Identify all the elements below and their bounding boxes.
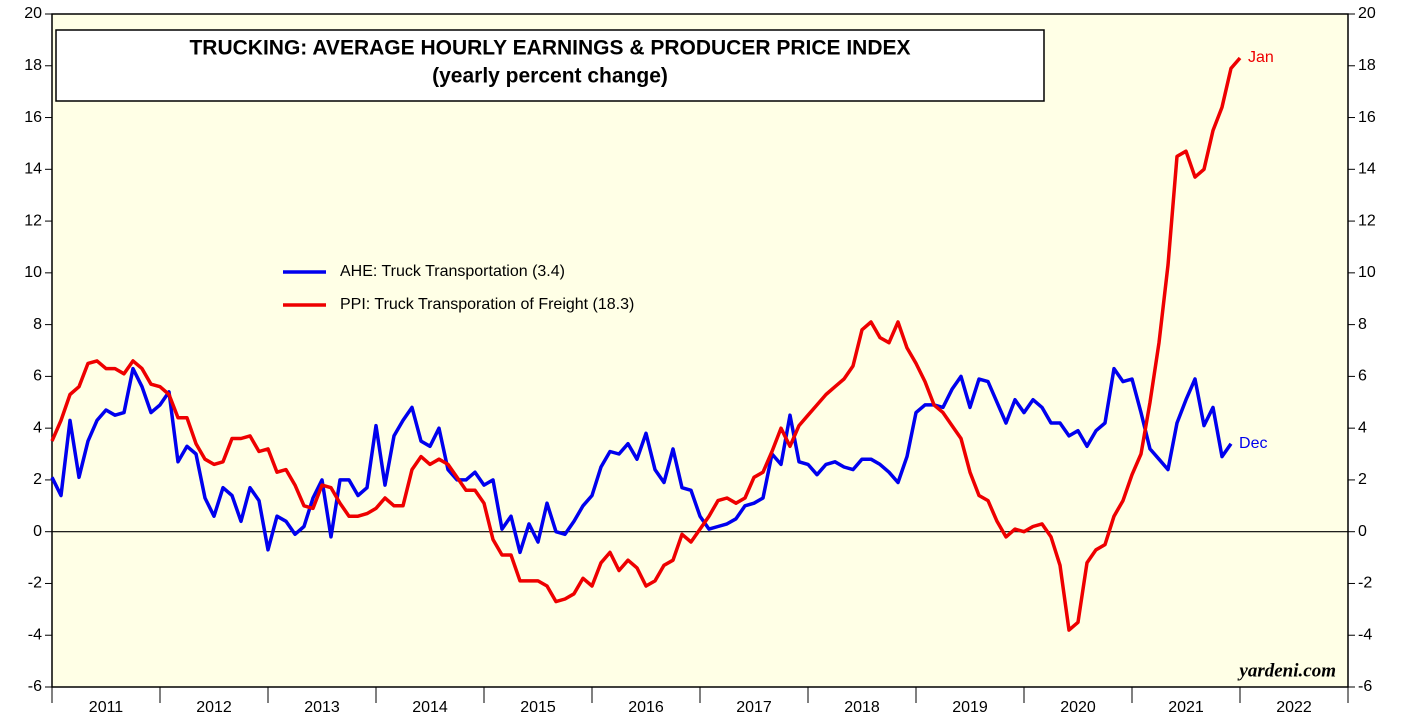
y2-tick-label: 2 xyxy=(1358,471,1367,488)
y2-tick-label: 6 xyxy=(1358,368,1367,385)
series-line xyxy=(50,56,1242,632)
y2-tick-label: -2 xyxy=(1358,575,1372,592)
y2-tick-label: 16 xyxy=(1358,109,1376,126)
x-tick-label: 2022 xyxy=(1276,699,1312,716)
x-tick-label: 2013 xyxy=(304,699,340,716)
y-tick-label: 14 xyxy=(24,161,42,178)
y-tick-label: 10 xyxy=(24,264,42,281)
x-tick-label: 2012 xyxy=(196,699,232,716)
x-tick-label: 2011 xyxy=(89,699,124,716)
chart-subtitle: (yearly percent change) xyxy=(432,65,668,88)
series-lines: Dec AHE: Truck Transportation (3.4) Jan PPI… xyxy=(50,49,1274,632)
y-tick-label: -2 xyxy=(28,575,42,592)
legend-label: PPI: Truck Transporation of Freight (18.… xyxy=(340,296,634,313)
title-box xyxy=(55,29,1045,102)
y2-tick-label: 8 xyxy=(1358,316,1367,333)
y-tick-label: 12 xyxy=(24,212,42,229)
y2-tick-label: 14 xyxy=(1358,161,1376,178)
y2-tick-label: 20 xyxy=(1358,5,1376,22)
y-tick-label: 18 xyxy=(24,57,42,74)
y2-tick-label: 10 xyxy=(1358,264,1376,281)
series-line xyxy=(50,366,1233,555)
chart-title: TRUCKING: AVERAGE HOURLY EARNINGS & PROD… xyxy=(189,37,910,60)
end-label: Jan xyxy=(1248,49,1274,66)
y-tick-label: 8 xyxy=(33,316,42,333)
x-tick-label: 2016 xyxy=(628,699,664,716)
x-tick-label: 2018 xyxy=(844,699,880,716)
x-tick-label: 2017 xyxy=(736,699,772,716)
y-tick-label: 0 xyxy=(33,523,42,540)
x-tick-label: 2020 xyxy=(1060,699,1096,716)
x-tick-label: 2015 xyxy=(520,699,556,716)
y-tick-label: 2 xyxy=(33,471,42,488)
y2-tick-label: 18 xyxy=(1358,57,1376,74)
y-tick-label: -6 xyxy=(28,678,42,695)
end-label: Dec xyxy=(1239,435,1267,452)
y2-tick-label: -4 xyxy=(1358,626,1372,643)
y-tick-label: 20 xyxy=(24,5,42,22)
legend-label: AHE: Truck Transportation (3.4) xyxy=(340,263,565,280)
y-tick-label: 4 xyxy=(33,419,42,436)
x-tick-label: 2014 xyxy=(412,699,448,716)
plot-area xyxy=(51,13,1349,688)
x-tick-label: 2021 xyxy=(1168,699,1204,716)
y2-tick-label: -6 xyxy=(1358,678,1372,695)
y2-tick-label: 0 xyxy=(1358,523,1367,540)
y-tick-label: 16 xyxy=(24,109,42,126)
y-tick-label: -4 xyxy=(28,626,42,643)
watermark: yardeni.com xyxy=(1237,660,1336,681)
x-tick-label: 2019 xyxy=(952,699,988,716)
y2-tick-label: 4 xyxy=(1358,419,1367,436)
y-tick-label: 6 xyxy=(33,368,42,385)
y2-tick-label: 12 xyxy=(1358,212,1376,229)
